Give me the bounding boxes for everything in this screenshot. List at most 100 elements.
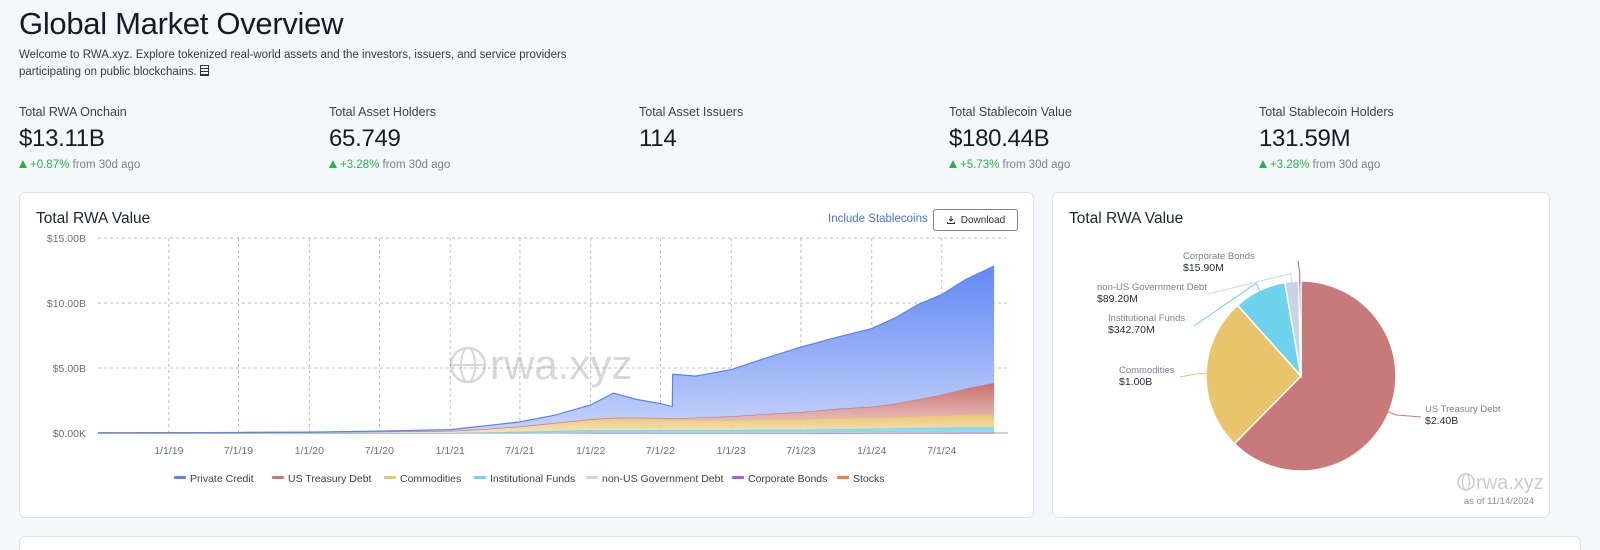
x-tick-label: 7/1/21 xyxy=(505,445,534,457)
pie-label-value: $89.20M xyxy=(1097,293,1138,305)
stat-change-suffix: from 30d ago xyxy=(1002,159,1071,171)
stat-label: Total RWA Onchain xyxy=(19,105,127,119)
legend-swatch xyxy=(586,476,598,479)
stat-change-percent: +0.87% xyxy=(30,159,70,171)
pie-leader-line xyxy=(1297,260,1301,285)
pie-label-name: US Treasury Debt xyxy=(1425,404,1501,415)
page-title: Global Market Overview xyxy=(19,6,344,41)
stat-label: Total Asset Holders xyxy=(329,105,436,119)
legend-swatch xyxy=(174,476,186,479)
x-tick-label: 7/1/23 xyxy=(786,445,815,457)
legend-swatch xyxy=(732,476,744,479)
stat-change: +3.28% from 30d ago xyxy=(1259,159,1559,171)
pie-chart: US Treasury Debt$2.40B Commodities$1.00B I… xyxy=(1097,251,1544,507)
y-tick-label: $10.00B xyxy=(47,298,86,310)
x-tick-label: 1/1/20 xyxy=(295,445,324,457)
pie-label-name: Commodities xyxy=(1119,365,1175,376)
y-tick-label: $5.00B xyxy=(53,363,86,375)
stat-value: 65.749 xyxy=(329,125,401,152)
pie-leader-line xyxy=(1193,282,1262,327)
up-arrow-icon xyxy=(1259,160,1267,168)
legend-item-non-us-government-debt: non-US Government Debt xyxy=(586,473,723,485)
up-arrow-icon xyxy=(949,160,957,168)
pie-label-value: $15.90M xyxy=(1183,262,1224,274)
stat-total-stablecoin-value: Total Stablecoin Value $180.44B +5.73% f… xyxy=(949,105,1249,171)
pie-label-name: Institutional Funds xyxy=(1108,313,1185,324)
watermark-text: rwa.xyz xyxy=(490,341,632,388)
stat-change-percent: +3.28% xyxy=(1270,159,1310,171)
as-of-date: as of 11/14/2024 xyxy=(1464,496,1534,507)
legend-label: Institutional Funds xyxy=(490,473,575,485)
area-series-institutional-funds xyxy=(98,427,995,433)
x-tick-label: 1/1/23 xyxy=(717,445,746,457)
stat-total-asset-holders: Total Asset Holders 65.749 +3.28% from 3… xyxy=(329,105,629,171)
pie-rwa-watermark: rwa.xyz xyxy=(1457,472,1544,494)
area-chart-card: Total RWA Value Include Stablecoins Down… xyxy=(19,192,1034,518)
stat-total-stablecoin-holders: Total Stablecoin Holders 131.59M +3.28% … xyxy=(1259,105,1559,171)
area-chart: $0.00K $5.00B $10.00B $15.00B 1/1/19 7/1/19 1/… xyxy=(47,233,1008,485)
legend-swatch xyxy=(837,476,849,479)
stat-change-suffix: from 30d ago xyxy=(1312,159,1381,171)
area-chart-title: Total RWA Value xyxy=(36,210,151,227)
y-tick-label: $15.00B xyxy=(47,233,86,245)
page-intro: Welcome to RWA.xyz. Explore tokenized re… xyxy=(19,47,629,81)
next-card xyxy=(19,536,1581,550)
area-series-commodities xyxy=(98,414,995,433)
pie-label-value: $342.70M xyxy=(1108,324,1155,336)
legend-item-private-credit: Private Credit xyxy=(174,473,254,485)
stat-label: Total Stablecoin Value xyxy=(949,105,1072,119)
include-stablecoins-link[interactable]: Include Stablecoins xyxy=(828,213,928,225)
legend-swatch xyxy=(474,476,486,479)
area-series-private-credit xyxy=(98,266,995,433)
x-tick-label: 1/1/21 xyxy=(436,445,465,457)
stat-change-suffix: from 30d ago xyxy=(382,159,451,171)
pie-chart-card: Total RWA Value US Treasury Debt $2.40B Co… xyxy=(1052,192,1550,518)
x-tick-label: 7/1/19 xyxy=(224,445,253,457)
stat-change-percent: +5.73% xyxy=(960,159,1000,171)
legend-swatch xyxy=(272,476,284,479)
up-arrow-icon xyxy=(19,160,27,168)
intro-text: Welcome to RWA.xyz. Explore tokenized re… xyxy=(19,49,567,78)
globe-icon xyxy=(449,346,487,384)
stat-total-asset-issuers: Total Asset Issuers 114 xyxy=(639,105,939,153)
x-tick-label: 1/1/22 xyxy=(576,445,605,457)
legend-item-institutional-funds: Institutional Funds xyxy=(474,473,575,485)
stat-value: 131.59M xyxy=(1259,125,1351,152)
stat-change-suffix: from 30d ago xyxy=(72,159,141,171)
legend-label: Stocks xyxy=(853,473,885,485)
globe-meridian xyxy=(1461,473,1471,491)
legend-label: non-US Government Debt xyxy=(602,473,723,485)
legend-item-corporate-bonds: Corporate Bonds xyxy=(732,473,827,485)
pie-leader-line xyxy=(1179,373,1210,378)
x-tick-label: 7/1/20 xyxy=(365,445,394,457)
up-arrow-icon xyxy=(329,160,337,168)
stat-change-percent: +3.28% xyxy=(340,159,380,171)
pie-label-name: Corporate Bonds xyxy=(1183,251,1255,262)
legend-swatch xyxy=(384,476,396,479)
stat-change: +5.73% from 30d ago xyxy=(949,159,1249,171)
legend-label: US Treasury Debt xyxy=(288,473,372,485)
area-series-line-us-treasury-debt xyxy=(97,382,995,434)
watermark-text: rwa.xyz xyxy=(1476,472,1544,494)
x-tick-label: 1/1/19 xyxy=(154,445,183,457)
pie-label-name: non-US Government Debt xyxy=(1097,282,1207,293)
legend-label: Corporate Bonds xyxy=(748,473,827,485)
legend-item-commodities: Commodities xyxy=(384,473,461,485)
x-tick-label: 7/1/24 xyxy=(927,445,956,457)
stat-total-rwa-onchain: Total RWA Onchain $13.11B +0.87% from 30… xyxy=(19,105,319,171)
stat-change: +3.28% from 30d ago xyxy=(329,159,629,171)
stat-change: +0.87% from 30d ago xyxy=(19,159,319,171)
stat-value: 114 xyxy=(639,125,677,152)
download-button[interactable]: Download xyxy=(933,209,1018,231)
globe-meridian xyxy=(460,347,476,383)
rwa-watermark: rwa.xyz xyxy=(449,341,632,388)
legend-label: Private Credit xyxy=(190,473,254,485)
legend-label: Commodities xyxy=(400,473,461,485)
download-label: Download xyxy=(960,214,1006,226)
stat-value: $13.11B xyxy=(19,125,105,152)
legend-item-stocks: Stocks xyxy=(837,473,885,485)
x-tick-label: 1/1/24 xyxy=(857,445,886,457)
building-icon xyxy=(199,65,209,76)
pie-chart-title: Total RWA Value xyxy=(1069,210,1184,227)
pie-leader-line xyxy=(1207,272,1293,295)
